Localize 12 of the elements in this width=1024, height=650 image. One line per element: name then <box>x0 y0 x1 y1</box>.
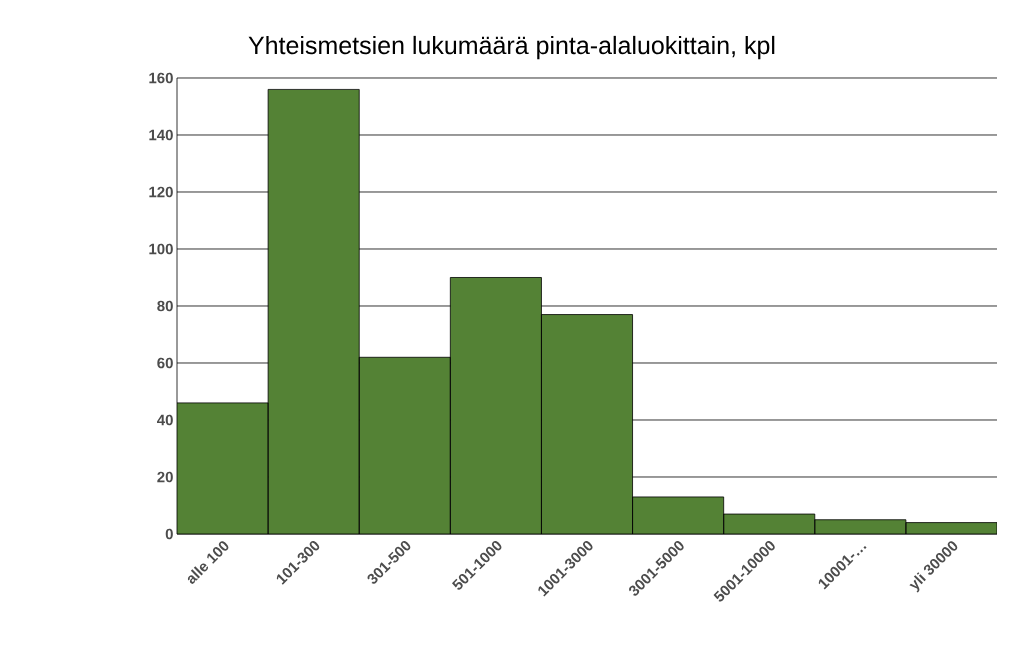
y-tick-label: 140 <box>149 129 173 141</box>
y-tick-label: 60 <box>157 357 173 369</box>
y-tick-label: 120 <box>149 186 173 198</box>
y-tick-label: 40 <box>157 414 173 426</box>
chart-title: Yhteismetsien lukumäärä pinta-alaluokittain, kpl <box>248 35 775 60</box>
y-tick-label: 0 <box>165 528 173 540</box>
bar <box>177 402 269 534</box>
y-tick-label: 80 <box>157 300 173 312</box>
y-tick-label: 160 <box>149 72 173 84</box>
y-tick-label: 100 <box>149 243 173 255</box>
y-tick-label: 20 <box>157 471 173 483</box>
x-tick-label: alle 100 <box>187 541 229 584</box>
